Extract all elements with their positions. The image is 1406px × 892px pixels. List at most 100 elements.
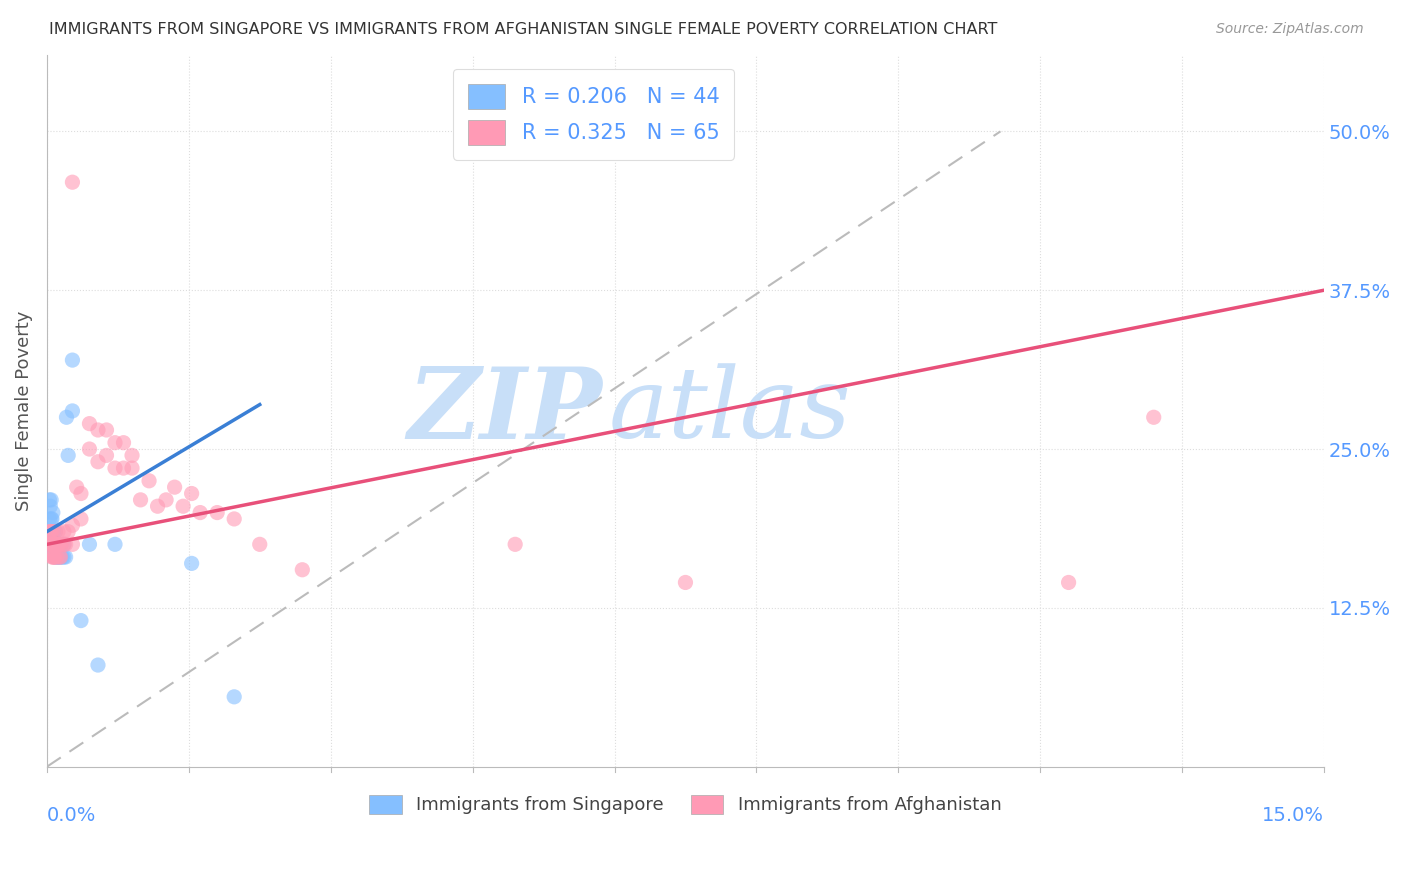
- Point: [79, 537, 101, 551]
- Point: [39, 524, 62, 539]
- Point: [39, 492, 62, 507]
- Point: [52, 537, 75, 551]
- Point: [41, 549, 63, 564]
- Point: [39, 524, 62, 539]
- Point: [48, 537, 70, 551]
- Point: [39, 500, 62, 514]
- Point: [44, 549, 66, 564]
- Point: [46, 524, 69, 539]
- Point: [163, 480, 186, 494]
- Point: [96, 423, 118, 437]
- Point: [48, 537, 70, 551]
- Point: [180, 557, 202, 571]
- Point: [51, 549, 73, 564]
- Point: [46, 537, 69, 551]
- Point: [44, 524, 66, 539]
- Point: [42, 524, 65, 539]
- Text: atlas: atlas: [609, 363, 852, 458]
- Point: [42, 506, 65, 520]
- Point: [39, 524, 62, 539]
- Point: [52, 549, 75, 564]
- Point: [224, 690, 246, 704]
- Point: [38, 524, 60, 539]
- Point: [44, 549, 66, 564]
- Point: [1143, 410, 1166, 425]
- Point: [41, 537, 63, 551]
- Point: [121, 461, 143, 475]
- Point: [49, 549, 72, 564]
- Point: [44, 537, 66, 551]
- Point: [46, 549, 69, 564]
- Point: [96, 449, 118, 463]
- Point: [46, 549, 69, 564]
- Text: 15.0%: 15.0%: [1263, 805, 1324, 825]
- Text: IMMIGRANTS FROM SINGAPORE VS IMMIGRANTS FROM AFGHANISTAN SINGLE FEMALE POVERTY C: IMMIGRANTS FROM SINGAPORE VS IMMIGRANTS …: [49, 22, 998, 37]
- Point: [42, 549, 65, 564]
- Point: [70, 614, 93, 628]
- Point: [51, 537, 73, 551]
- Point: [87, 423, 110, 437]
- Point: [39, 512, 62, 526]
- Point: [55, 549, 77, 564]
- Point: [70, 486, 93, 500]
- Point: [70, 512, 93, 526]
- Point: [56, 524, 79, 539]
- Point: [249, 537, 271, 551]
- Point: [45, 543, 67, 558]
- Point: [46, 549, 69, 564]
- Point: [172, 500, 194, 514]
- Point: [45, 537, 67, 551]
- Point: [48, 537, 70, 551]
- Point: [62, 353, 84, 368]
- Point: [49, 549, 72, 564]
- Point: [38, 537, 60, 551]
- Text: 0.0%: 0.0%: [46, 805, 96, 825]
- Point: [42, 549, 65, 564]
- Point: [39, 537, 62, 551]
- Point: [62, 537, 84, 551]
- Point: [46, 537, 69, 551]
- Point: [55, 410, 77, 425]
- Point: [52, 537, 75, 551]
- Point: [38, 537, 60, 551]
- Point: [62, 175, 84, 189]
- Legend: Immigrants from Singapore, Immigrants from Afghanistan: Immigrants from Singapore, Immigrants fr…: [363, 788, 1010, 822]
- Point: [48, 549, 70, 564]
- Point: [41, 512, 63, 526]
- Point: [51, 537, 73, 551]
- Point: [146, 500, 169, 514]
- Point: [42, 537, 65, 551]
- Point: [41, 531, 63, 545]
- Point: [188, 506, 211, 520]
- Point: [44, 537, 66, 551]
- Point: [205, 506, 228, 520]
- Point: [42, 524, 65, 539]
- Point: [39, 537, 62, 551]
- Point: [56, 449, 79, 463]
- Point: [39, 537, 62, 551]
- Point: [155, 492, 177, 507]
- Point: [138, 474, 160, 488]
- Point: [44, 524, 66, 539]
- Point: [62, 404, 84, 418]
- Y-axis label: Single Female Poverty: Single Female Poverty: [15, 310, 32, 511]
- Point: [87, 455, 110, 469]
- Point: [41, 543, 63, 558]
- Point: [112, 461, 135, 475]
- Point: [503, 537, 526, 551]
- Point: [1057, 575, 1080, 590]
- Point: [39, 524, 62, 539]
- Point: [42, 537, 65, 551]
- Text: ZIP: ZIP: [408, 363, 602, 459]
- Point: [121, 449, 143, 463]
- Point: [44, 549, 66, 564]
- Point: [44, 537, 66, 551]
- Point: [38, 512, 60, 526]
- Point: [44, 537, 66, 551]
- Point: [79, 417, 101, 431]
- Point: [41, 524, 63, 539]
- Point: [42, 537, 65, 551]
- Point: [104, 435, 127, 450]
- Point: [42, 537, 65, 551]
- Point: [66, 480, 89, 494]
